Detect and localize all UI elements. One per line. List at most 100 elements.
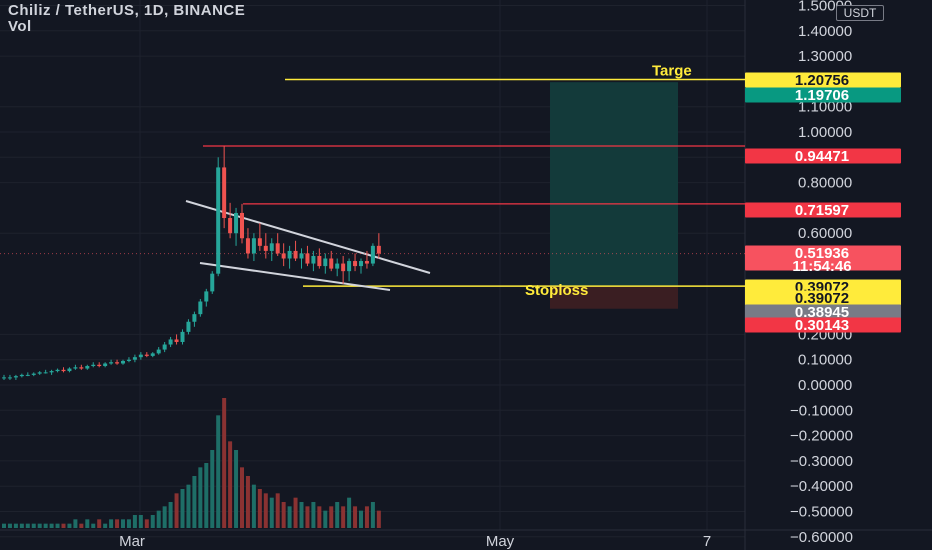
volume-bar [222,398,227,528]
volume-bar [275,493,280,528]
price-tag[interactable]: 0.39072 [745,290,901,307]
volume-bar [192,476,197,528]
candlesticks [2,145,381,380]
volume-bar [13,523,18,528]
volume-bar [269,497,274,528]
price-tag[interactable]: 1.20756 [745,72,901,89]
volume-bar [162,506,167,528]
price-tag[interactable]: 0.30143 [745,317,901,334]
price-tag-value: 1.19706 [795,87,849,104]
volume-bar [353,506,358,528]
price-tag-value: 0.51936 [795,245,849,262]
volume-bar [55,523,60,528]
price-tick-label: 0.80000 [798,175,852,192]
long-position-zone[interactable] [550,82,678,309]
candle-body [13,376,18,378]
price-tag[interactable]: 0.38945 [745,304,901,321]
volume-bar [67,523,72,528]
candle-body [353,261,358,267]
price-tag[interactable]: 1.19706 [745,87,901,104]
price-tag[interactable]: 0.94471 [745,148,901,165]
volume-bar [138,515,143,528]
candle-body [222,167,227,219]
volume-bar [37,523,42,528]
price-tag-bg [745,87,901,103]
volume-bar [144,519,149,528]
volume-bar [150,515,155,528]
volume-bar [263,493,268,528]
candle-body [347,261,352,272]
candle-body [198,301,203,315]
volume-bar [103,523,108,528]
price-tick-label: 0.10000 [798,352,852,369]
currency-unit-badge[interactable]: USDT [836,5,884,21]
loss-zone [550,286,678,309]
candle-body [37,372,42,374]
price-tag-bg [745,245,901,271]
candle-body [67,368,72,372]
volume-bar [245,476,250,528]
candle-body [329,258,334,269]
candle-body [311,255,316,264]
price-tick-label: 1.00000 [798,124,852,141]
candle-body [299,253,304,259]
volume-bar [281,502,286,528]
candle-body [251,238,256,254]
candle-body [359,261,363,267]
volume-bars [2,398,381,528]
candle-body [115,362,120,364]
time-axis[interactable]: Mar May 7 [119,533,711,550]
candle-body [121,360,125,364]
candle-body [109,362,114,364]
candle-body [269,243,274,251]
price-tag-value: 0.94471 [795,148,849,165]
volume-bar [7,523,12,528]
candle-body [103,363,108,367]
volume-bar [91,523,96,528]
candle-body [144,354,149,356]
volume-bar [31,523,36,528]
volume-bar [186,484,191,528]
price-tag-bg [745,317,901,333]
candle-body [245,238,250,254]
symbol-title[interactable]: Chiliz / TetherUS, 1D, BINANCE [8,2,246,19]
candle-body [174,339,179,342]
price-tick-label: 1.10000 [798,99,852,116]
candle-body [192,314,197,322]
price-tick-label: −0.10000 [790,402,853,419]
volume-bar [115,519,120,528]
volume-bar [216,415,221,528]
stoploss-label: Stoploss [525,282,588,299]
candle-body [138,354,143,358]
price-tag-value: 0.39072 [795,290,849,307]
volume-bar [370,502,375,528]
price-axis[interactable]: 1.600001.500001.400001.300001.100001.000… [745,0,901,546]
volume-bar [180,489,185,528]
candle-body [257,238,262,246]
price-tick-label: −0.40000 [790,478,853,495]
volume-bar [43,523,48,528]
chart-header: Chiliz / TetherUS, 1D, BINANCE Vol [8,2,245,35]
candle-body [85,366,90,369]
price-tick-label: −0.60000 [790,529,853,546]
price-tag-bg [745,202,901,218]
volume-bar [210,450,215,528]
candle-body [210,273,215,292]
candle-body [91,364,96,367]
price-tag-value: 0.71597 [795,202,849,219]
price-tag-bg [745,72,901,88]
volume-bar [240,467,244,528]
price-tick-label: −0.20000 [790,428,853,445]
candle-body [43,372,48,374]
price-tag[interactable]: 0.71597 [745,202,901,219]
volume-bar [174,493,179,528]
volume-bar [317,506,322,528]
volume-bar [359,510,363,528]
wedge-upper-trendline [185,200,431,274]
volume-bar [168,502,173,528]
candle-body [216,167,221,274]
volume-bar [198,467,203,528]
